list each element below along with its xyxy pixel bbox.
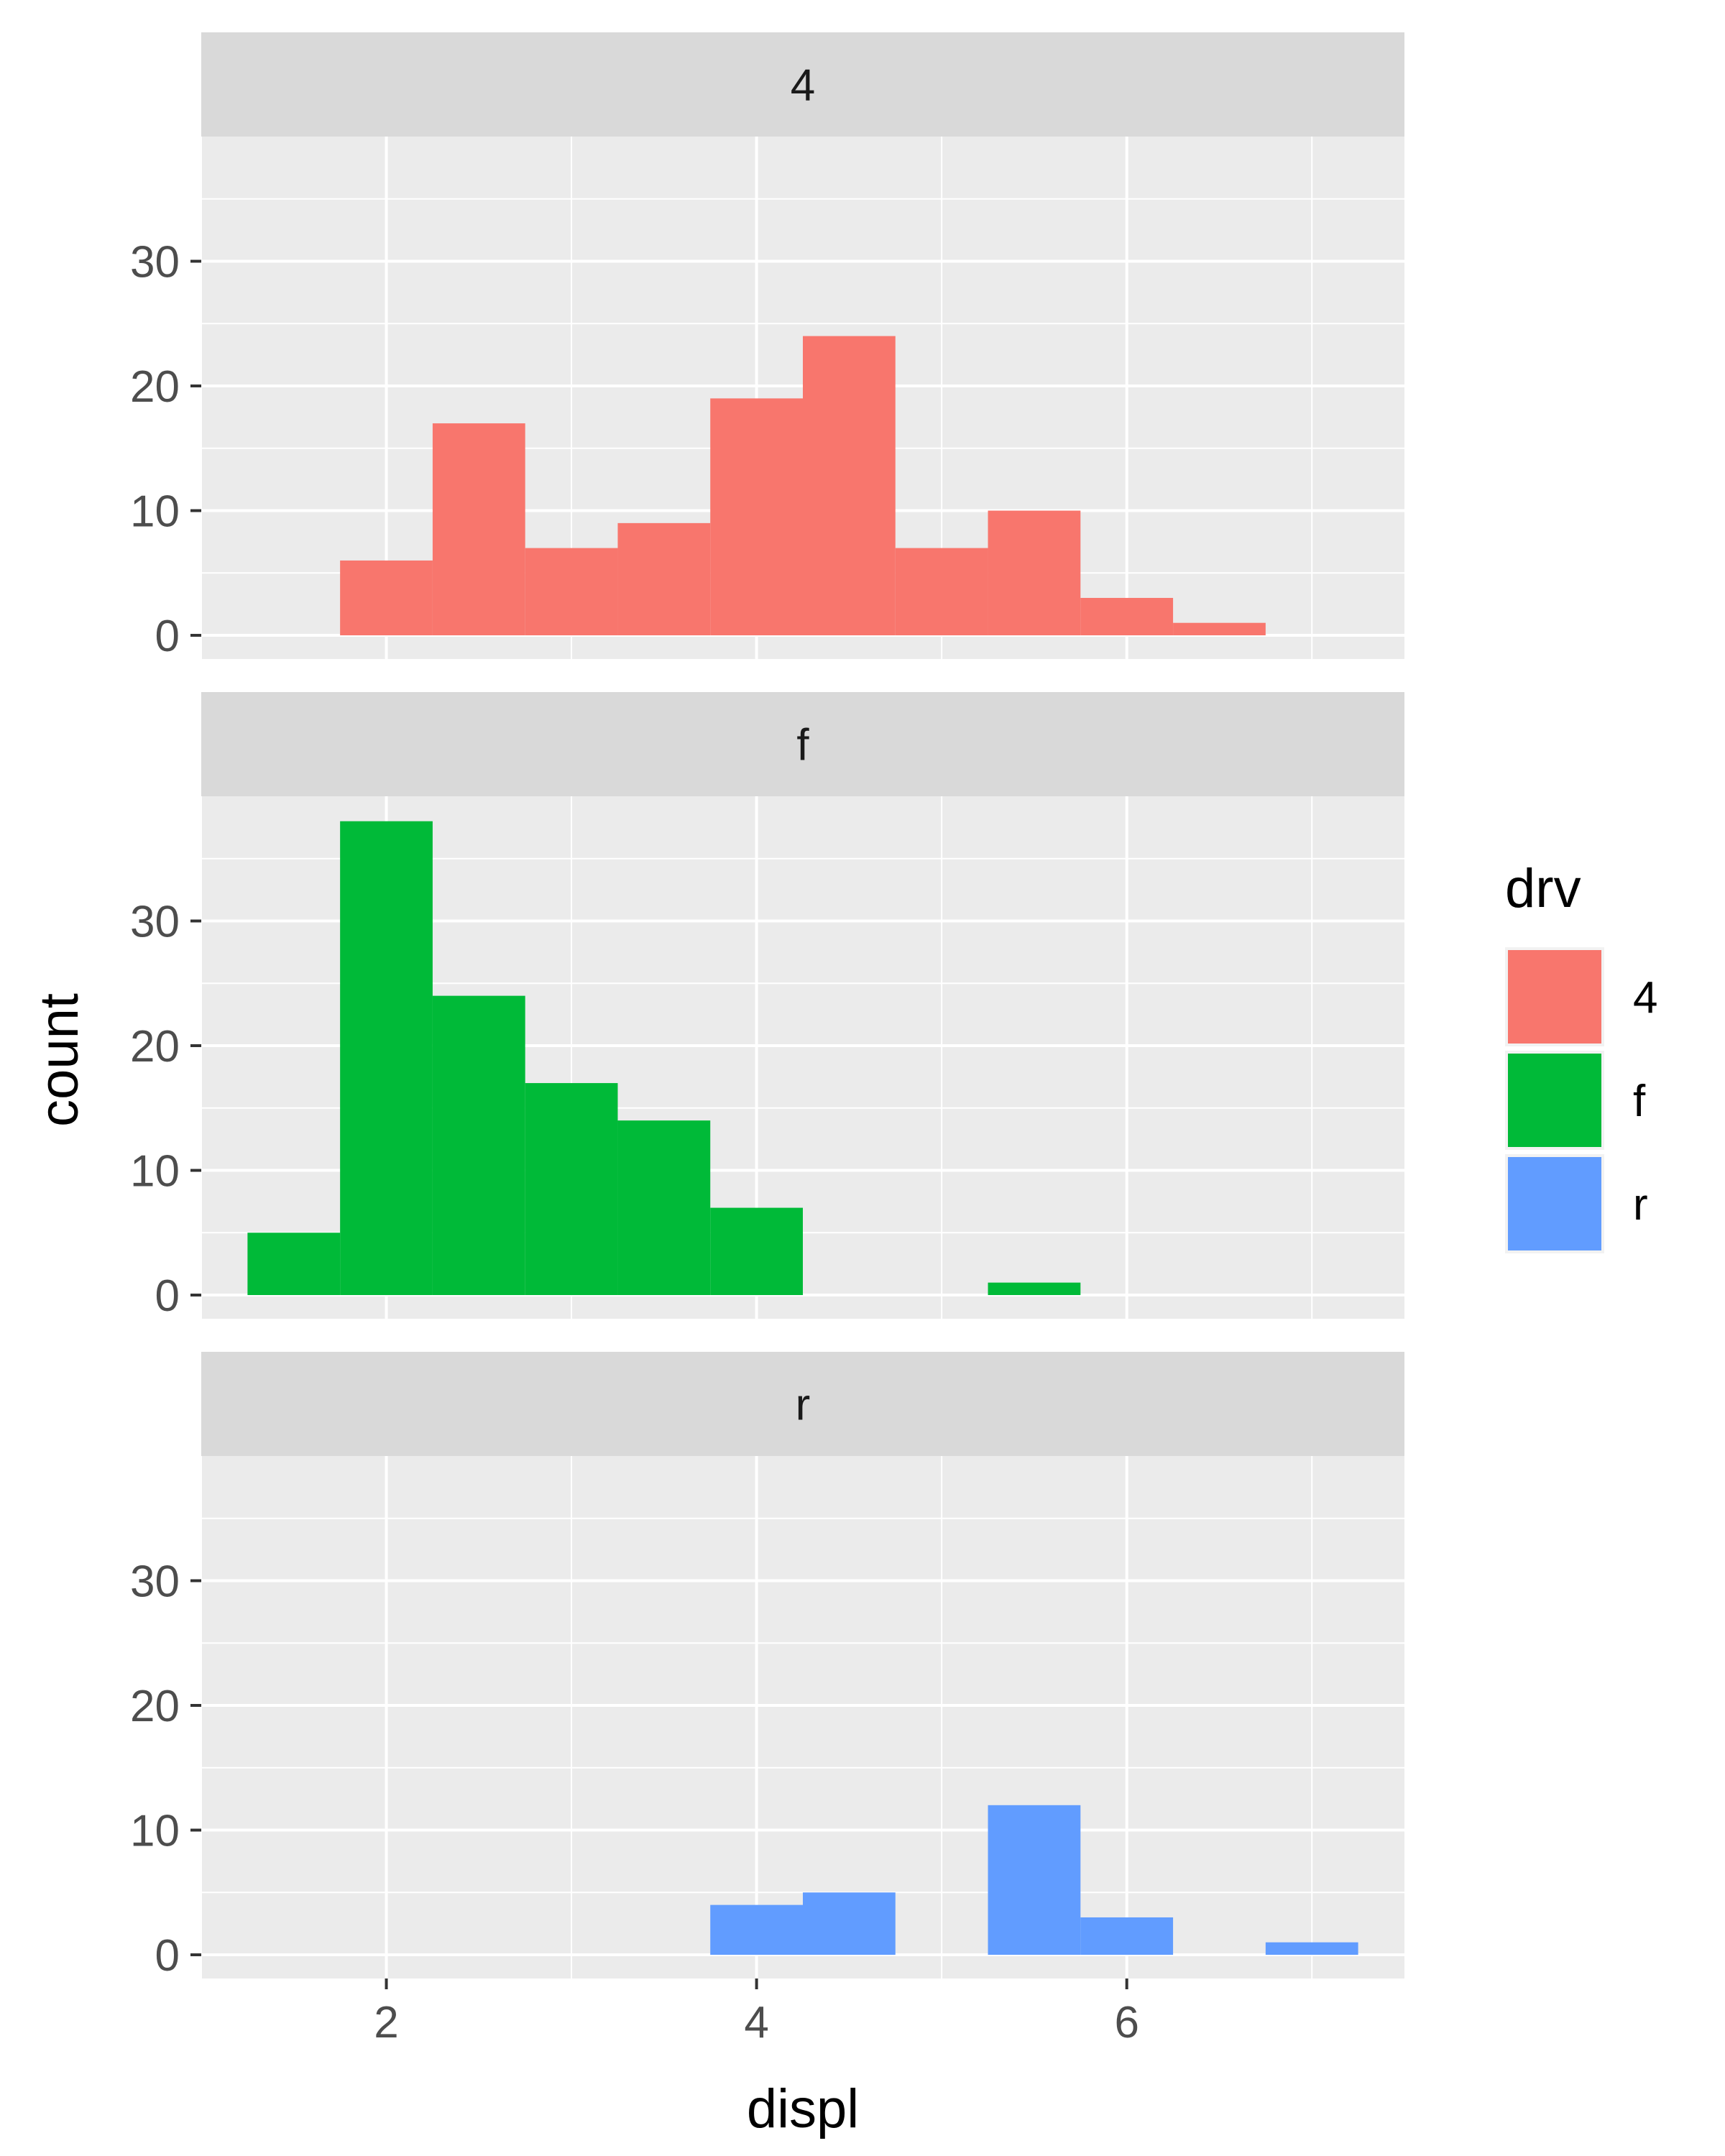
y-axis-title: count — [29, 993, 90, 1127]
y-tick-label: 10 — [130, 487, 180, 537]
histogram-bar — [340, 821, 433, 1296]
facet-panels: 4 0 10 20 30 f 0 10 20 30 r 0 10 20 30 — [130, 32, 1404, 1981]
y-tick-label: 0 — [155, 612, 180, 661]
legend: drv 4 f r — [1505, 858, 1657, 1253]
facet-strip — [201, 692, 1404, 796]
facet-strip — [201, 1352, 1404, 1456]
y-tick-label: 20 — [130, 362, 180, 412]
y-tick-label: 30 — [130, 238, 180, 287]
histogram-bar — [432, 423, 525, 636]
facet-strip — [201, 32, 1404, 137]
facet-strip-label: f — [796, 721, 809, 770]
y-tick-label: 30 — [130, 898, 180, 947]
histogram-bar — [1080, 597, 1174, 636]
histogram-bar — [340, 560, 433, 636]
legend-swatch-r — [1508, 1157, 1601, 1250]
facet-strip-label: 4 — [791, 61, 815, 111]
histogram-bar — [617, 1120, 711, 1296]
facet-panel-r: r 0 10 20 30 — [130, 1352, 1404, 1981]
legend-label-f: f — [1633, 1077, 1646, 1126]
histogram-bar — [710, 1207, 803, 1296]
y-tick-label: 10 — [130, 1147, 180, 1197]
histogram-bar — [525, 548, 618, 636]
legend-swatch-f — [1508, 1054, 1601, 1147]
histogram-bar — [988, 1805, 1081, 1955]
facet-panel-f: f 0 10 20 30 — [130, 692, 1404, 1321]
y-tick-label: 30 — [130, 1557, 180, 1607]
histogram-bar — [803, 336, 896, 636]
histogram-bar — [432, 995, 525, 1296]
legend-label-4: 4 — [1633, 973, 1657, 1023]
x-tick-label: 2 — [374, 1998, 398, 2047]
histogram-bar — [1265, 1942, 1358, 1955]
x-axis-title: displ — [747, 2078, 859, 2139]
histogram-bar — [710, 398, 803, 636]
histogram-bar — [1080, 1917, 1174, 1955]
x-tick-label: 6 — [1114, 1998, 1138, 2047]
histogram-bar — [895, 548, 988, 636]
y-tick-label: 20 — [130, 1022, 180, 1072]
histogram-bar — [988, 1282, 1081, 1296]
facet-panel-4: 4 0 10 20 30 — [130, 32, 1404, 661]
facet-strip-label: r — [796, 1381, 811, 1430]
legend-swatch-4 — [1508, 950, 1601, 1044]
legend-label-r: r — [1633, 1180, 1648, 1230]
y-tick-label: 20 — [130, 1682, 180, 1731]
y-tick-label: 10 — [130, 1807, 180, 1856]
x-tick-label: 4 — [744, 1998, 768, 2047]
histogram-bar — [710, 1904, 803, 1955]
histogram-bar — [247, 1233, 341, 1296]
x-axis: 2 4 6 — [374, 1978, 1139, 2047]
panel-background — [201, 1456, 1404, 1978]
y-tick-label: 0 — [155, 1931, 180, 1981]
histogram-bar — [617, 522, 711, 636]
histogram-bar — [988, 510, 1081, 636]
legend-title: drv — [1505, 858, 1581, 919]
histogram-bar — [803, 1892, 896, 1955]
histogram-bar — [1173, 622, 1266, 636]
histogram-bar — [525, 1083, 618, 1296]
y-tick-label: 0 — [155, 1271, 180, 1321]
